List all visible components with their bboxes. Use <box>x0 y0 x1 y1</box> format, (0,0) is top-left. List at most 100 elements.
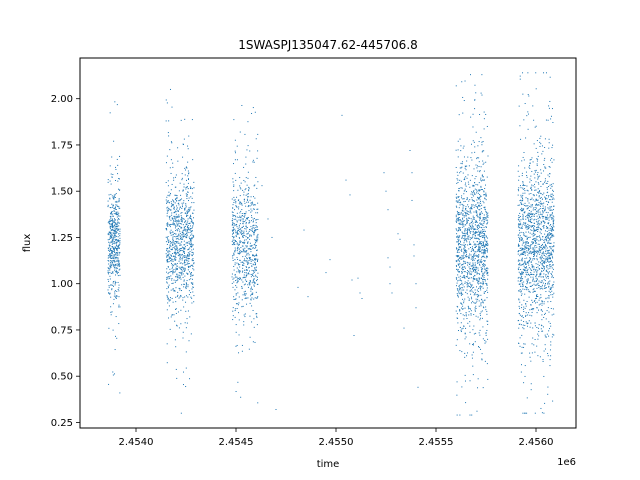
data-point <box>177 228 179 230</box>
data-point <box>540 309 542 311</box>
data-point <box>529 245 531 247</box>
data-point <box>235 224 237 226</box>
data-point <box>119 207 121 209</box>
data-point <box>166 276 168 278</box>
data-point <box>549 166 551 168</box>
data-point <box>534 298 536 300</box>
data-point <box>232 319 234 321</box>
data-point <box>361 298 363 299</box>
data-point <box>251 216 253 218</box>
data-point <box>525 267 527 269</box>
data-point <box>169 244 171 246</box>
data-point <box>549 258 551 260</box>
data-point <box>116 254 118 256</box>
data-point <box>525 286 527 288</box>
data-point <box>477 249 479 251</box>
data-point <box>118 201 120 203</box>
data-point <box>528 220 530 222</box>
data-point <box>460 145 462 147</box>
data-point <box>476 190 478 192</box>
data-point <box>486 270 488 272</box>
data-point <box>110 231 112 233</box>
data-point <box>461 287 463 289</box>
data-point <box>183 283 185 285</box>
data-point <box>536 250 538 252</box>
data-point <box>473 206 475 208</box>
data-point <box>553 235 555 237</box>
data-point <box>546 182 548 184</box>
data-point <box>527 279 529 281</box>
data-point <box>459 219 461 221</box>
data-point <box>473 268 475 270</box>
data-point <box>483 214 485 216</box>
data-point <box>520 324 522 326</box>
data-point <box>255 274 257 276</box>
data-point <box>169 257 171 259</box>
data-point <box>542 251 544 253</box>
data-point <box>530 262 532 264</box>
data-point <box>234 239 236 241</box>
data-point <box>483 274 485 276</box>
data-point <box>114 208 116 210</box>
data-point <box>232 233 234 235</box>
data-point <box>238 271 240 273</box>
data-point <box>185 286 187 288</box>
data-point <box>552 308 554 310</box>
data-point <box>520 274 522 276</box>
data-point <box>544 285 546 287</box>
data-point <box>483 307 485 309</box>
data-point <box>165 199 167 201</box>
data-point <box>250 288 252 290</box>
data-point <box>191 238 193 240</box>
data-point <box>175 308 177 310</box>
data-point <box>191 260 193 262</box>
data-point <box>478 263 480 265</box>
data-point <box>551 336 553 338</box>
data-point <box>525 303 527 305</box>
data-point <box>523 184 525 186</box>
data-point <box>231 211 233 213</box>
data-point <box>486 125 488 127</box>
data-point <box>236 243 238 245</box>
data-point <box>482 229 484 231</box>
data-point <box>252 309 254 311</box>
data-point <box>535 244 537 246</box>
data-point <box>238 208 240 210</box>
data-point <box>456 171 458 173</box>
data-point <box>114 251 116 253</box>
data-point <box>467 305 469 307</box>
data-point <box>233 199 235 201</box>
data-point <box>180 266 182 268</box>
data-point <box>546 217 548 219</box>
data-point <box>471 284 473 286</box>
data-point <box>176 265 178 267</box>
data-point <box>167 206 169 208</box>
data-point <box>184 259 186 261</box>
data-point <box>543 261 545 263</box>
data-point <box>548 166 550 167</box>
data-point <box>111 176 113 178</box>
data-point <box>552 223 554 225</box>
data-point <box>462 267 464 269</box>
data-point <box>118 218 120 220</box>
data-point <box>460 220 462 222</box>
data-point <box>115 267 117 269</box>
data-point <box>462 96 464 98</box>
data-point <box>538 248 540 250</box>
data-point <box>547 204 549 206</box>
data-point <box>552 333 554 335</box>
data-point <box>468 298 470 300</box>
data-point <box>526 257 528 259</box>
data-point <box>179 256 181 258</box>
data-point <box>351 279 353 281</box>
data-point <box>113 243 115 245</box>
data-point <box>116 213 118 215</box>
data-point <box>184 322 186 324</box>
data-point <box>541 314 543 316</box>
data-point <box>534 225 536 227</box>
data-point <box>111 238 113 240</box>
data-point <box>190 282 192 284</box>
data-point <box>469 282 471 284</box>
data-point <box>475 211 477 213</box>
data-point <box>239 185 241 187</box>
